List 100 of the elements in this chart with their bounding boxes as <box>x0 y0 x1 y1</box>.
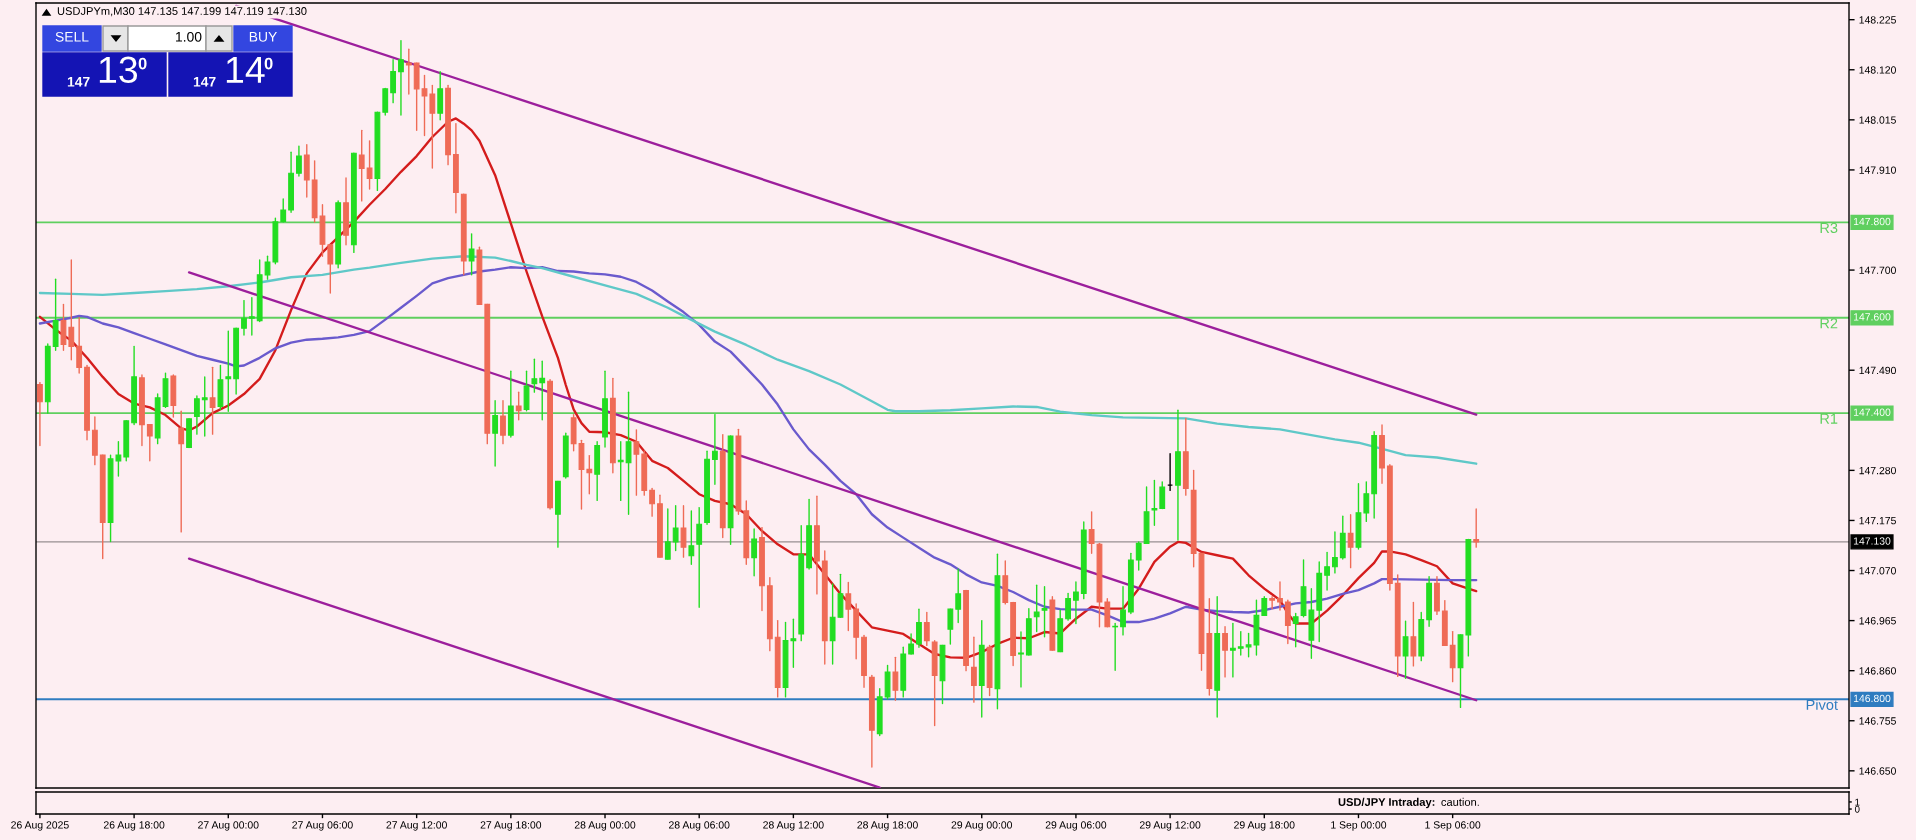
y-tick-label: 148.120 <box>1859 66 1896 74</box>
candlestick <box>1269 596 1276 610</box>
y-tick-label: 147.175 <box>1859 517 1896 525</box>
candlestick <box>955 568 962 624</box>
ref-line-label: R1 <box>1820 413 1838 424</box>
candlestick <box>1229 622 1236 678</box>
candlestick <box>696 506 703 608</box>
x-tick-label: 1 Sep 06:00 <box>1425 821 1481 831</box>
candlestick <box>1363 481 1370 523</box>
candlestick <box>1159 481 1166 510</box>
candlestick <box>1237 630 1244 656</box>
candlestick <box>327 244 334 294</box>
candlestick <box>1347 514 1354 569</box>
candlestick <box>531 358 538 393</box>
candlestick <box>892 656 899 701</box>
candlestick <box>358 129 365 202</box>
candlestick <box>672 504 679 552</box>
y-tick-label: 147.910 <box>1859 166 1896 174</box>
chart-title: USDJPYm,M30 147.135 147.199 147.119 147.130 <box>57 7 307 17</box>
candlestick <box>60 303 67 351</box>
y-tick-label: 147.070 <box>1859 567 1896 575</box>
candlestick <box>500 400 506 445</box>
candlestick <box>296 145 302 177</box>
y-tick-label: 146.650 <box>1859 767 1896 775</box>
x-tick-label: 29 Aug 06:00 <box>1045 821 1107 831</box>
candlestick <box>248 297 255 336</box>
text: 146.800 <box>1853 694 1891 703</box>
x-tick-label: 26 Aug 2025 <box>11 821 69 831</box>
candlestick <box>241 299 247 336</box>
y-tick-label: 1 <box>1855 798 1860 806</box>
candlestick <box>193 395 200 435</box>
candlestick <box>680 504 687 558</box>
y-tick-label: 146.860 <box>1859 667 1896 675</box>
candlestick <box>382 87 389 116</box>
x-tick-label: 28 Aug 00:00 <box>574 821 636 831</box>
line-series <box>38 117 1478 659</box>
candlestick <box>947 608 954 645</box>
candlestick <box>209 366 216 435</box>
text: 147.130 <box>1853 537 1891 545</box>
y-tick-label: 146.755 <box>1859 717 1896 725</box>
candlestick <box>178 410 185 533</box>
candlestick <box>1151 479 1158 526</box>
candlestick <box>923 611 930 647</box>
y-tick-label: 148.225 <box>1859 16 1896 24</box>
candlestick <box>688 510 695 566</box>
annotation: 0 <box>138 57 147 70</box>
candlestick <box>398 39 404 116</box>
candlestick <box>664 508 671 560</box>
candlestick <box>1402 620 1409 680</box>
annotation: 1.00 <box>176 31 202 42</box>
candlestick <box>37 381 43 447</box>
candlestick <box>711 413 718 485</box>
candlestick <box>76 317 83 374</box>
candlestick <box>468 233 475 276</box>
x-tick-label: 27 Aug 12:00 <box>386 821 447 831</box>
candlestick <box>1324 551 1330 591</box>
x-tick-label: 26 Aug 18:00 <box>103 821 165 831</box>
candlestick <box>1018 631 1024 688</box>
candlestick <box>633 429 640 496</box>
candlestick <box>1120 586 1126 636</box>
text: 147.600 <box>1853 313 1891 321</box>
y-tick-label: 147.490 <box>1859 366 1896 375</box>
x-tick-label: 28 Aug 12:00 <box>763 821 824 831</box>
x-tick-label: 27 Aug 18:00 <box>480 821 542 831</box>
y-tick-label: 148.015 <box>1859 116 1896 124</box>
candlestick <box>405 48 412 95</box>
annotation: 0 <box>264 57 273 70</box>
candlestick <box>1135 541 1142 571</box>
candlestick <box>649 487 656 517</box>
candlestick <box>68 259 75 361</box>
text: 147.400 <box>1853 408 1891 416</box>
x-tick-label: 29 Aug 18:00 <box>1234 821 1295 831</box>
x-tick-label: 27 Aug 00:00 <box>198 821 259 831</box>
candlestick <box>1284 599 1291 645</box>
candlestick <box>146 423 153 462</box>
candlestick <box>970 636 977 703</box>
candlestick <box>1292 612 1299 648</box>
candlestick <box>515 391 522 421</box>
ref-line-label: R3 <box>1820 222 1838 234</box>
candlestick <box>625 391 632 515</box>
candlestick <box>1410 601 1417 667</box>
annotation: BUY <box>249 32 277 42</box>
y-tick-label: 147.700 <box>1859 266 1896 274</box>
candlestick <box>586 454 593 495</box>
candlestick <box>539 360 546 421</box>
candlestick <box>1277 581 1283 611</box>
line-series <box>38 255 1478 465</box>
x-tick-label: 28 Aug 18:00 <box>857 821 918 831</box>
candlestick <box>1088 511 1095 555</box>
annotation: 147 <box>67 77 90 87</box>
candlestick <box>916 608 922 649</box>
candlestick <box>1033 584 1040 633</box>
x-tick-label: 29 Aug 12:00 <box>1139 821 1201 831</box>
ref-line-label: R2 <box>1820 318 1838 329</box>
candlestick <box>1449 630 1456 683</box>
annotation: 147 <box>193 77 216 87</box>
candlestick <box>1332 531 1338 574</box>
y-tick-label: 147.280 <box>1859 466 1896 475</box>
candlestick <box>908 633 915 655</box>
candlestick <box>845 581 852 632</box>
